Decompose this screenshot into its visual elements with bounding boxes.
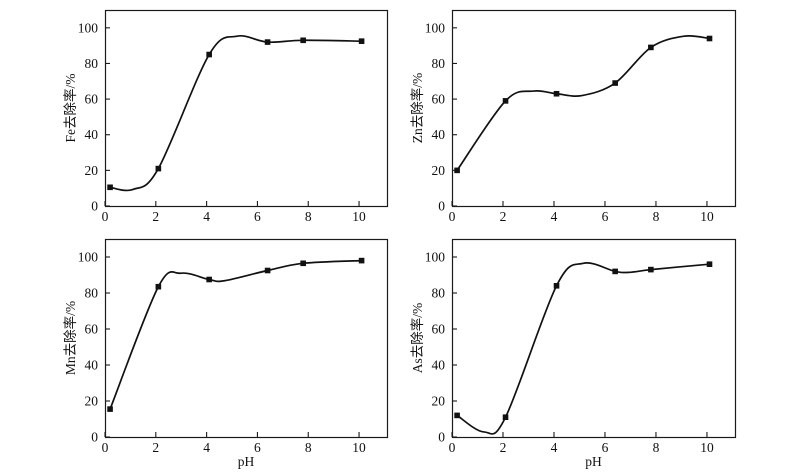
y-axis-tick-label: 60 (432, 322, 446, 337)
y-axis-tick-label: 20 (432, 163, 446, 178)
x-axis-tick-label: 0 (102, 440, 109, 455)
x-axis-tick-label: 0 (449, 209, 456, 224)
plot-frame (451, 9, 737, 208)
x-axis-tick-label: 6 (254, 209, 261, 224)
y-axis-tick-label: 80 (432, 286, 446, 301)
series-curve (109, 259, 363, 410)
x-axis-tick-label: 4 (551, 209, 558, 224)
data-point-marker (706, 261, 713, 267)
x-axis-tick-label: 6 (602, 440, 609, 455)
x-axis-tick-label: 10 (700, 209, 714, 224)
x-axis-tick-label: 8 (653, 440, 660, 455)
data-point-marker (648, 266, 654, 273)
plot-frame (451, 238, 737, 439)
chart-zn-removal: 0 2 4 6 8 10 0 20 40 60 80 100 Zn去除率/% (400, 0, 800, 238)
y-axis-tick-label: 100 (425, 250, 446, 265)
y-axis-tick-label: 100 (78, 250, 99, 265)
data-point-marker (300, 260, 306, 267)
plot-frame (104, 9, 389, 208)
x-axis-tick-label: 8 (305, 209, 312, 224)
data-point-marker (206, 51, 212, 58)
x-axis-tick-label: 4 (551, 440, 558, 455)
x-axis-tick-label: 4 (203, 209, 210, 224)
y-axis-tick-label: 0 (91, 430, 98, 445)
y-axis-tick-label: 20 (85, 394, 99, 409)
data-point-marker (454, 412, 460, 419)
x-axis-title: pH (585, 454, 602, 469)
data-point-marker (358, 257, 365, 264)
data-point-marker (612, 268, 618, 275)
y-axis-title: Mn去除率/% (62, 301, 78, 375)
y-axis-tick-label: 80 (432, 56, 446, 71)
series-curve (109, 34, 363, 192)
x-axis-tick-label: 2 (152, 440, 159, 455)
x-axis-tick-label: 2 (152, 209, 159, 224)
data-point-marker (107, 406, 113, 412)
data-point-marker (553, 90, 560, 97)
y-axis-tick-label: 60 (85, 322, 99, 337)
y-axis-tick-label: 0 (438, 199, 445, 214)
data-point-marker (300, 37, 306, 44)
x-axis-tick-label: 6 (602, 209, 609, 224)
series-curve (456, 262, 711, 435)
x-axis-tick-label: 6 (254, 440, 261, 455)
data-point-marker (155, 283, 162, 290)
chart-fe-removal: 0 2 4 6 8 10 0 20 40 60 80 100 Fe去除率/% (0, 0, 400, 238)
data-point-marker (553, 283, 560, 289)
data-point-marker (358, 38, 365, 44)
y-axis-tick-label: 100 (78, 20, 99, 35)
x-axis-tick-label: 2 (500, 209, 507, 224)
x-axis-tick-label: 2 (500, 440, 507, 455)
data-point-marker (502, 98, 509, 104)
x-axis-tick-label: 10 (352, 209, 366, 224)
chart-as-removal: 0 2 4 6 8 10 0 20 40 60 80 100 As去除率/% pH (400, 238, 800, 476)
data-point-marker (264, 267, 271, 274)
data-point-marker (107, 184, 113, 191)
x-axis-tick-label: 8 (305, 440, 312, 455)
y-axis-tick-label: 60 (432, 92, 446, 107)
data-point-marker (264, 39, 271, 45)
x-axis-tick-label: 4 (203, 440, 210, 455)
data-point-marker (706, 35, 713, 42)
y-axis-tick-label: 40 (432, 127, 446, 142)
data-point-marker (648, 44, 654, 51)
x-axis-title: pH (238, 454, 255, 469)
data-point-marker (502, 414, 509, 420)
chart-mn-removal: 0 2 4 6 8 10 0 20 40 60 80 100 Mn去除率/% pH (0, 238, 400, 476)
y-axis-tick-label: 40 (85, 358, 99, 373)
x-axis-tick-label: 8 (653, 209, 660, 224)
y-axis-tick-label: 80 (85, 56, 99, 71)
x-axis-tick-label: 0 (102, 209, 109, 224)
y-axis-tick-label: 20 (432, 394, 446, 409)
data-point-marker (612, 80, 618, 86)
x-axis-tick-label: 10 (700, 440, 714, 455)
y-axis-title: As去除率/% (409, 303, 425, 374)
x-axis-tick-label: 10 (352, 440, 366, 455)
y-axis-title: Zn去除率/% (409, 73, 425, 144)
plot-frame (104, 238, 389, 439)
data-point-marker (155, 165, 162, 172)
y-axis-tick-label: 0 (438, 430, 445, 445)
y-axis-tick-label: 60 (85, 92, 99, 107)
y-axis-tick-label: 0 (91, 199, 98, 214)
data-point-marker (454, 167, 460, 174)
y-axis-tick-label: 100 (425, 20, 446, 35)
y-axis-tick-label: 40 (432, 358, 446, 373)
series-curve (456, 34, 711, 172)
data-point-marker (206, 276, 212, 283)
y-axis-tick-label: 40 (85, 127, 99, 142)
y-axis-title: Fe去除率/% (62, 74, 78, 143)
x-axis-tick-label: 0 (449, 440, 456, 455)
y-axis-tick-label: 20 (85, 163, 99, 178)
y-axis-tick-label: 80 (85, 286, 99, 301)
